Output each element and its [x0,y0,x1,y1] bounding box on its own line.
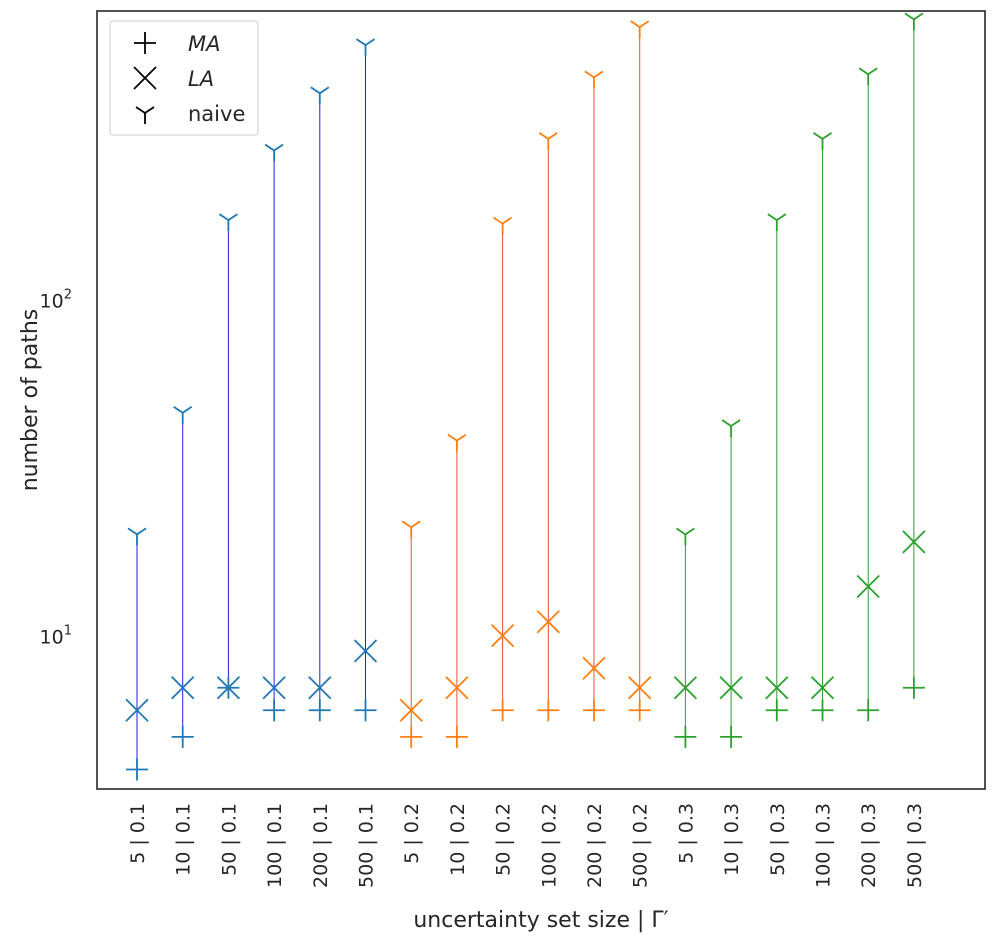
point-ma-12 [628,699,651,722]
x-tick-label-7: 5 | 0.2 [401,803,423,864]
x-tick-label-10: 100 | 0.2 [538,803,560,888]
point-naive-5 [310,86,330,105]
point-ma-13 [674,725,697,748]
point-la-11 [582,656,606,680]
point-ma-7 [400,725,423,748]
x-axis: 5 | 0.1 10 | 0.1 50 | 0.1 100 | 0.1 200 | 0.… [127,803,926,888]
x-tick-label-3: 50 | 0.1 [218,803,240,876]
point-naive-2 [173,406,193,424]
point-la-3 [216,676,241,700]
point-naive-12 [630,20,650,39]
point-naive-6 [356,38,375,57]
point-naive-7 [401,520,421,539]
plot-frame [96,10,986,790]
point-la-17 [856,574,880,599]
legend-frame [109,20,259,136]
point-la-1 [125,698,149,722]
x-tick-label-18: 500 | 0.3 [904,803,926,888]
legend-marker-naive [135,106,155,124]
point-naive-9 [493,216,513,235]
point-naive-14 [721,419,741,438]
x-tick-label-16: 100 | 0.3 [813,803,835,888]
data-marks [125,12,926,781]
point-ma-1 [126,758,148,781]
y-tick-label-2: 102 [40,287,72,312]
point-la-7 [399,698,423,722]
point-naive-1 [127,527,147,546]
plot-background [97,11,985,789]
point-la-10 [536,610,560,634]
point-ma-15 [765,699,788,722]
point-naive-17 [858,67,878,86]
point-ma-10 [537,699,560,722]
point-la-2 [171,676,195,700]
point-la-13 [673,676,698,700]
point-naive-16 [813,132,832,150]
point-naive-11 [584,70,604,89]
point-la-4 [262,676,286,700]
point-la-16 [810,676,835,700]
legend-label-la: LA [188,67,214,91]
x-tick-label-14: 10 | 0.3 [721,803,743,876]
point-ma-11 [583,699,605,722]
point-ma-8 [445,725,468,748]
point-naive-10 [538,132,558,150]
point-naive-13 [675,527,695,546]
y-tick-label-1: 101 [40,624,72,649]
point-ma-18 [902,676,925,699]
x-tick-label-5: 200 | 0.1 [310,803,332,888]
point-ma-6 [354,699,377,722]
point-la-18 [902,530,926,554]
legend-marker-la [133,66,157,90]
legend: MA LA naive [109,20,259,136]
x-tick-label-2: 10 | 0.1 [173,803,195,876]
x-tick-label-1: 5 | 0.1 [127,803,149,864]
y-axis-label: number of paths [18,309,43,492]
point-ma-9 [491,699,514,722]
point-la-12 [628,676,652,700]
x-tick-label-12: 500 | 0.2 [630,803,652,888]
x-tick-label-6: 500 | 0.1 [356,803,378,888]
legend-marker-ma [134,32,156,54]
x-tick-label-15: 50 | 0.3 [767,803,789,876]
x-tick-label-4: 100 | 0.1 [264,803,286,888]
point-la-8 [445,676,469,700]
x-tick-label-8: 10 | 0.2 [447,803,469,876]
point-ma-4 [263,699,286,722]
point-la-15 [765,676,789,700]
point-naive-4 [264,143,284,162]
point-ma-2 [171,725,194,748]
point-naive-3 [218,213,238,232]
legend-label-ma: MA [188,32,220,56]
x-tick-label-17: 200 | 0.3 [858,803,880,888]
x-tick-label-13: 5 | 0.3 [675,803,697,864]
x-tick-label-9: 50 | 0.2 [493,803,515,876]
point-naive-18 [904,12,924,31]
point-la-9 [490,624,515,648]
point-naive-15 [767,213,787,232]
point-la-14 [719,676,743,700]
point-naive-8 [447,433,467,452]
x-axis-label: uncertainty set size | Γ′ [413,908,668,933]
point-la-6 [353,639,378,663]
point-la-5 [308,676,332,700]
x-tick-label-11: 200 | 0.2 [584,803,606,888]
point-ma-16 [811,699,834,722]
y-axis: 101 102 [40,287,72,648]
point-ma-17 [857,699,880,722]
point-ma-14 [720,725,743,748]
point-ma-5 [308,699,331,722]
legend-label-naive: naive [188,102,245,126]
